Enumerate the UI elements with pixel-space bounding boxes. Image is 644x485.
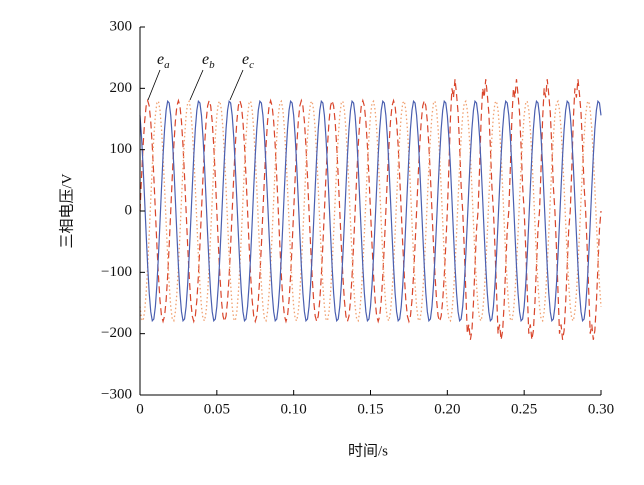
y-tick-label: 300 bbox=[110, 18, 133, 34]
leader-line bbox=[147, 69, 161, 101]
y-tick-label: −200 bbox=[101, 325, 132, 341]
y-tick-label: −300 bbox=[101, 386, 132, 402]
series-line bbox=[139, 99, 602, 323]
annotation-text: ea bbox=[157, 51, 170, 71]
annotation: ea eb ec bbox=[147, 51, 254, 101]
x-tick-label: 0.15 bbox=[357, 401, 383, 417]
annotation-text: ec bbox=[242, 51, 254, 71]
series-line bbox=[139, 79, 602, 340]
y-axis-label: 三相电压/V bbox=[58, 173, 75, 248]
x-tick-label: 0.25 bbox=[511, 401, 537, 417]
x-tick-label: 0.30 bbox=[588, 401, 614, 417]
annotation-main: e bbox=[157, 51, 164, 68]
y-tick-label: −100 bbox=[101, 264, 132, 280]
series-line bbox=[139, 99, 602, 323]
annotation-text: eb bbox=[202, 51, 215, 71]
annotation-main: e bbox=[242, 51, 249, 68]
x-tick-label: 0.20 bbox=[434, 401, 460, 417]
annotation-main: e bbox=[202, 51, 209, 68]
y-tick-label: 200 bbox=[110, 80, 133, 96]
x-tick-label: 0 bbox=[136, 401, 144, 417]
annotation-sub: b bbox=[209, 59, 215, 71]
y-tick-label: 0 bbox=[125, 202, 133, 218]
x-tick-label: 0.05 bbox=[204, 401, 230, 417]
plot-area bbox=[139, 79, 602, 340]
x-tick-label: 0.10 bbox=[281, 401, 307, 417]
x-axis-label: 时间/s bbox=[348, 442, 388, 459]
leader-line bbox=[189, 69, 204, 101]
annotation-sub: c bbox=[249, 59, 254, 71]
annotation-sub: a bbox=[164, 59, 170, 71]
leader-line bbox=[229, 69, 244, 101]
y-tick-label: 100 bbox=[110, 141, 133, 157]
